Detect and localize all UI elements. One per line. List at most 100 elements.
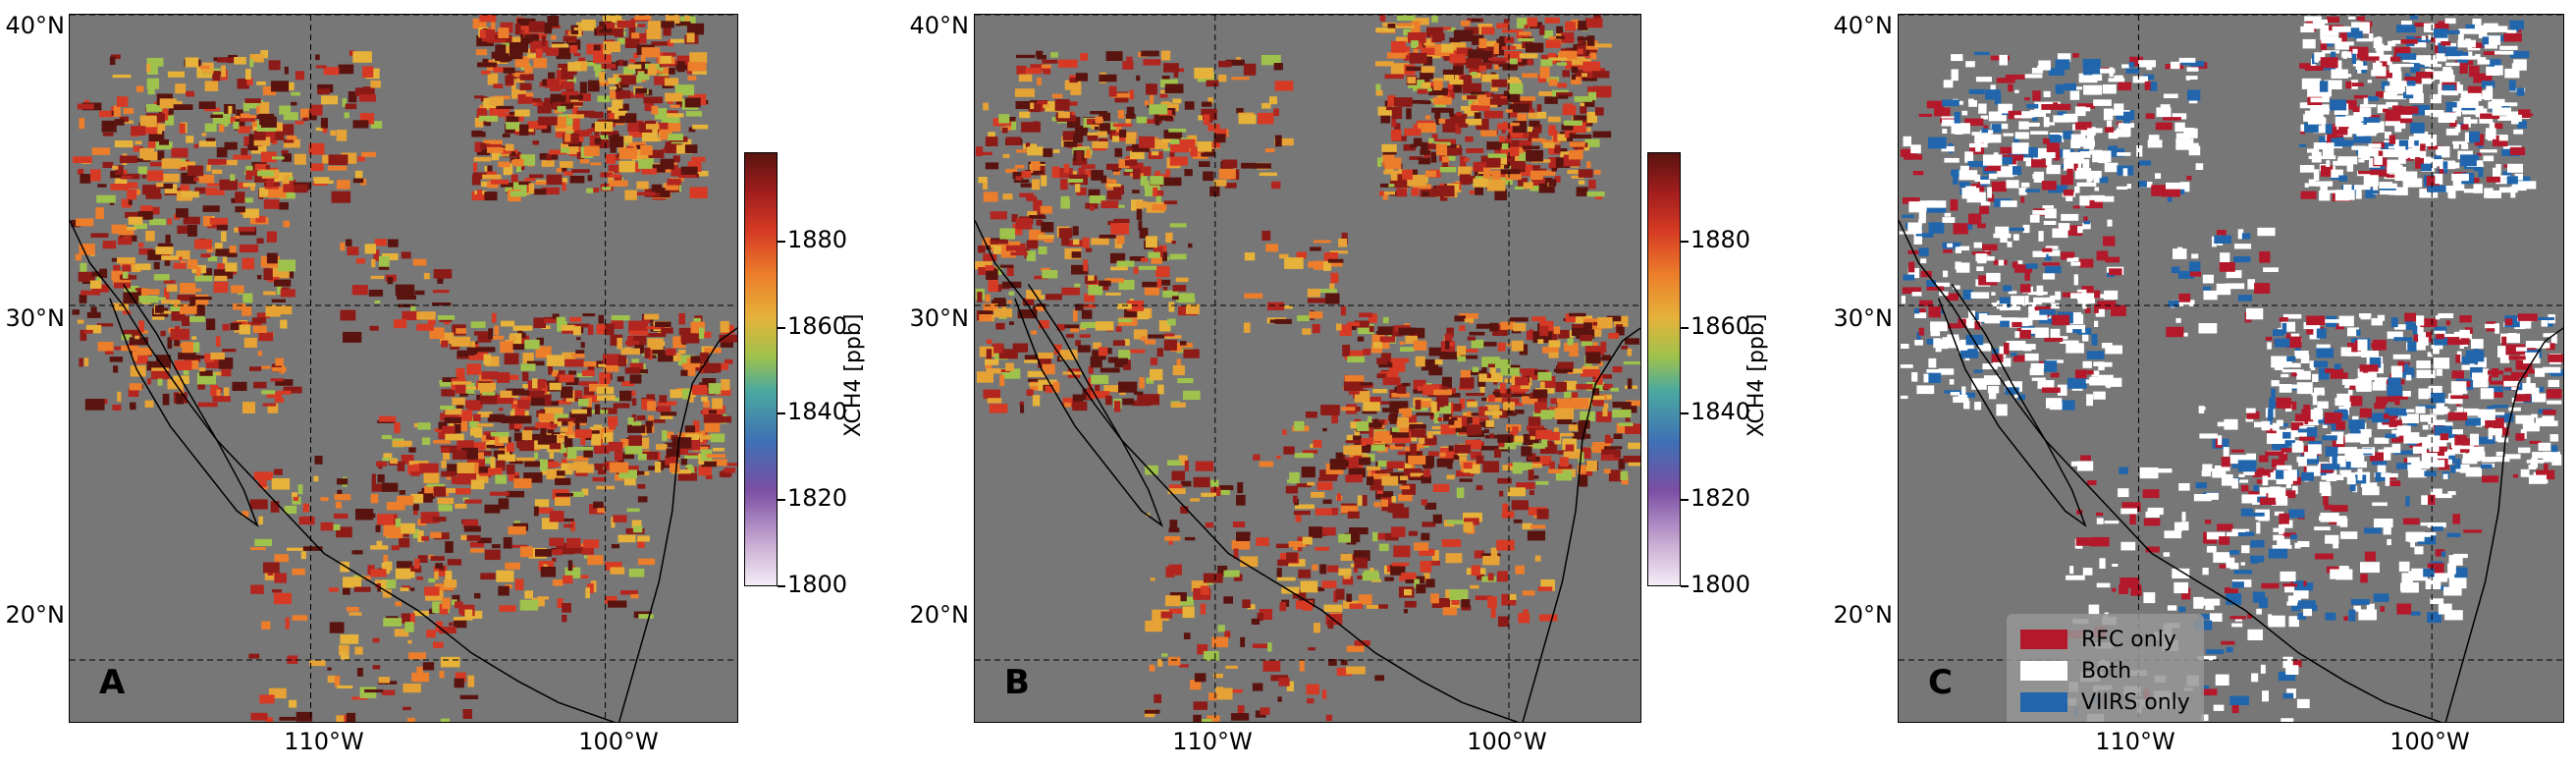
data-pixel <box>1971 251 1992 255</box>
data-pixel <box>292 615 308 621</box>
data-pixel <box>194 275 213 282</box>
data-pixel <box>1321 689 1327 699</box>
data-pixel <box>219 124 225 133</box>
data-pixel <box>638 159 653 169</box>
data-pixel <box>1465 136 1474 142</box>
data-pixel <box>1591 395 1605 401</box>
data-pixel <box>505 184 512 192</box>
data-pixel <box>1955 261 1961 270</box>
data-pixel <box>613 403 630 409</box>
data-pixel <box>1506 412 1517 416</box>
data-pixel <box>2083 67 2101 76</box>
data-pixel <box>138 296 159 303</box>
data-pixel <box>337 489 343 495</box>
data-pixel <box>617 337 622 350</box>
data-pixel <box>162 393 170 406</box>
data-pixel <box>617 376 624 382</box>
data-pixel <box>479 472 494 476</box>
data-pixel <box>986 268 998 280</box>
data-pixel <box>2461 143 2469 149</box>
data-pixel <box>643 96 664 104</box>
data-pixel <box>407 717 415 722</box>
data-pixel <box>2013 394 2021 399</box>
data-pixel <box>669 463 680 472</box>
data-pixel <box>1203 114 1210 126</box>
data-pixel <box>598 26 603 29</box>
data-pixel <box>608 441 623 452</box>
data-pixel <box>1580 334 1592 342</box>
data-pixel <box>567 77 576 83</box>
data-pixel <box>1372 473 1391 479</box>
data-pixel <box>487 165 493 175</box>
data-pixel <box>221 231 227 242</box>
data-pixel <box>1331 508 1339 516</box>
data-pixel <box>1473 178 1488 188</box>
data-pixel <box>2444 18 2456 25</box>
data-pixel <box>1391 129 1402 141</box>
data-pixel <box>113 264 121 274</box>
data-pixel <box>1914 312 1927 318</box>
data-pixel <box>1482 556 1500 566</box>
data-pixel <box>615 175 622 184</box>
data-pixel <box>1088 377 1093 389</box>
data-pixel <box>1476 574 1484 580</box>
data-pixel <box>2048 68 2065 76</box>
data-pixel <box>598 363 607 367</box>
data-pixel <box>651 105 659 115</box>
data-pixel <box>395 518 402 527</box>
data-pixel <box>564 435 573 448</box>
data-pixel <box>2024 295 2029 306</box>
data-pixel <box>1071 251 1082 258</box>
data-pixel <box>700 352 709 363</box>
data-pixel <box>1212 673 1223 679</box>
data-pixel <box>1344 375 1365 387</box>
data-pixel <box>487 413 506 422</box>
data-pixel <box>989 404 1008 413</box>
data-pixel <box>1531 137 1546 142</box>
data-pixel <box>1310 247 1321 251</box>
data-pixel <box>478 115 499 122</box>
data-pixel <box>1949 379 1955 385</box>
data-pixel <box>1132 400 1152 407</box>
data-pixel <box>993 298 1006 302</box>
data-pixel <box>505 449 510 458</box>
data-pixel <box>1346 593 1353 602</box>
data-pixel <box>2094 304 2099 313</box>
data-pixel <box>1380 111 1390 124</box>
data-pixel <box>1430 401 1437 413</box>
data-pixel <box>724 467 736 473</box>
data-pixel <box>283 175 290 185</box>
data-pixel <box>1193 714 1202 722</box>
data-pixel <box>1144 100 1150 106</box>
data-pixel <box>1905 141 1910 146</box>
data-pixel <box>340 309 356 321</box>
data-pixel <box>1276 455 1281 460</box>
data-pixel <box>222 256 228 264</box>
data-pixel <box>1218 168 1236 180</box>
data-pixel <box>1257 612 1263 621</box>
data-pixel <box>1118 357 1128 365</box>
data-pixel <box>274 398 285 403</box>
data-pixel <box>221 65 226 78</box>
data-pixel <box>680 459 687 466</box>
data-pixel <box>2076 168 2092 180</box>
data-pixel <box>2163 93 2178 98</box>
data-pixel <box>2070 313 2084 324</box>
data-pixel <box>1325 293 1340 304</box>
data-pixel <box>558 114 577 126</box>
data-pixel <box>217 57 236 63</box>
data-pixel <box>1411 40 1419 47</box>
data-pixel <box>2017 260 2023 264</box>
data-pixel <box>2039 309 2056 315</box>
data-pixel <box>1041 222 1054 233</box>
data-pixel <box>1968 100 1977 107</box>
data-pixel <box>162 173 180 183</box>
data-pixel <box>1158 245 1167 255</box>
data-pixel <box>551 34 557 40</box>
data-pixel <box>573 52 581 57</box>
data-pixel <box>1484 411 1503 415</box>
data-pixel <box>177 295 195 302</box>
data-pixel <box>259 694 275 704</box>
data-pixel <box>2031 68 2043 74</box>
data-pixel <box>505 143 514 151</box>
